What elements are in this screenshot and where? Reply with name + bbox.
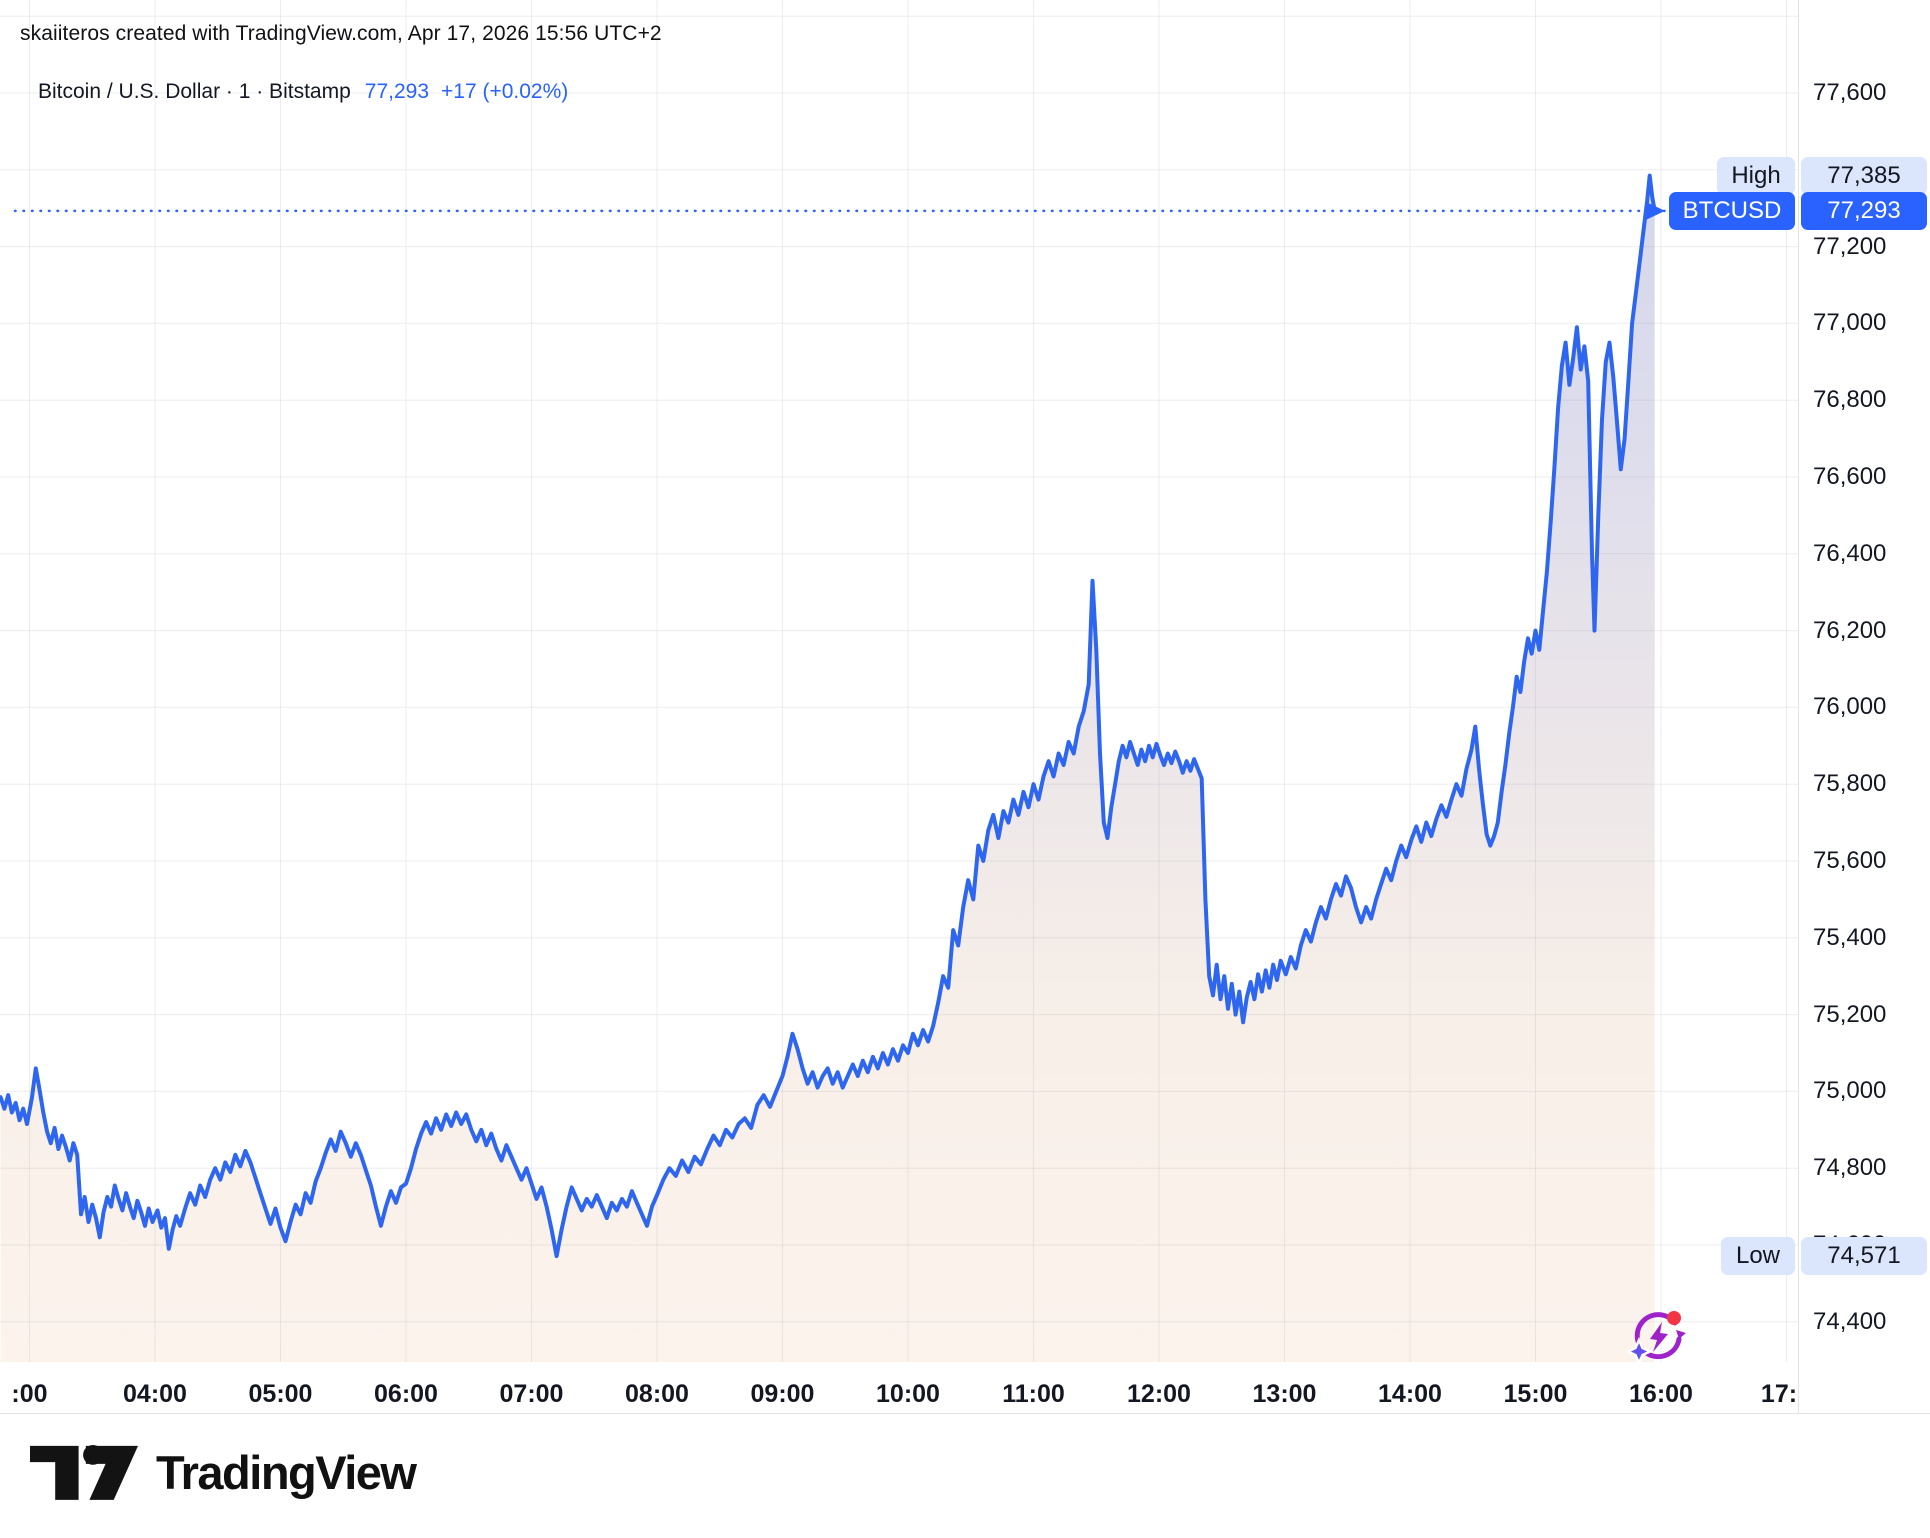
time-axis-label: 15:00 bbox=[1503, 1380, 1568, 1408]
high-label-text: High bbox=[1731, 161, 1781, 189]
price-axis-label: 76,200 bbox=[1813, 616, 1887, 644]
sparkle-star-icon bbox=[1628, 1336, 1653, 1367]
price-axis-label: 75,600 bbox=[1813, 847, 1887, 874]
price-axis-border bbox=[1798, 0, 1799, 1413]
time-axis-label: 14:00 bbox=[1378, 1380, 1442, 1408]
price-axis-label: 75,000 bbox=[1813, 1077, 1887, 1105]
price-axis-label: 74,400 bbox=[1813, 1307, 1887, 1335]
time-axis-label: 06:00 bbox=[374, 1380, 438, 1408]
time-axis-label: 16:00 bbox=[1629, 1380, 1693, 1408]
time-axis-label: :00 bbox=[11, 1380, 48, 1408]
high-value-text: 77,385 bbox=[1827, 161, 1901, 189]
symbol-title: Bitcoin / U.S. Dollar · 1 · Bitstamp bbox=[38, 80, 351, 103]
high-badge-label: High bbox=[1717, 156, 1795, 195]
current-price-badge: 77,293 bbox=[1801, 191, 1927, 230]
tradingview-logo-text: TradingView bbox=[156, 1445, 417, 1499]
low-badge-value: 74,571 bbox=[1801, 1237, 1927, 1276]
current-price-arrow-icon bbox=[1646, 201, 1665, 220]
ai-refresh-icon[interactable] bbox=[1628, 1306, 1690, 1368]
price-axis-label: 75,800 bbox=[1813, 770, 1887, 798]
price-axis-label: 75,400 bbox=[1813, 923, 1887, 951]
price-axis-label: 77,200 bbox=[1813, 232, 1887, 260]
grid-lines bbox=[0, 0, 1798, 1362]
time-axis-label: 17: bbox=[1760, 1380, 1798, 1408]
time-axis-label: 10:00 bbox=[876, 1380, 940, 1408]
refresh-arrowhead-icon bbox=[1676, 1330, 1686, 1339]
low-label-text: Low bbox=[1735, 1242, 1781, 1270]
price-line bbox=[0, 173, 1657, 1259]
price-axis-label: 76,600 bbox=[1813, 463, 1887, 490]
attribution-text: skaiiteros created with TradingView.com,… bbox=[20, 22, 662, 45]
price-axis-label: 77,000 bbox=[1813, 309, 1887, 337]
notification-dot-icon bbox=[1667, 1311, 1681, 1325]
tradingview-logo[interactable]: TradingView bbox=[30, 1444, 417, 1500]
low-badge-label: Low bbox=[1721, 1237, 1795, 1276]
price-axis-label: 77,600 bbox=[1813, 79, 1887, 106]
time-axis-label: 08:00 bbox=[625, 1380, 689, 1408]
price-axis-label: 76,800 bbox=[1813, 386, 1887, 414]
time-axis-label: 05:00 bbox=[248, 1380, 313, 1408]
time-axis-label: 11:00 bbox=[1002, 1380, 1065, 1408]
time-axis[interactable]: :00 04:00 05:00 06:00 07:00 08:00 09:00 10:00 11… bbox=[0, 1378, 1930, 1410]
lightning-bolt-icon bbox=[1650, 1322, 1668, 1352]
price-axis-label: 74,800 bbox=[1813, 1154, 1887, 1182]
time-axis-label: 07:00 bbox=[499, 1380, 564, 1408]
time-axis-label: 09:00 bbox=[750, 1380, 815, 1408]
symbol-legend: Bitcoin / U.S. Dollar · 1 · Bitstamp 77,… bbox=[38, 80, 568, 104]
symbol-badge-text: BTCUSD bbox=[1682, 196, 1782, 224]
price-axis-label: 76,000 bbox=[1813, 693, 1887, 721]
time-axis-label: 12:00 bbox=[1127, 1380, 1191, 1408]
current-price-text: 77,293 bbox=[1827, 196, 1901, 224]
tradingview-logo-icon bbox=[30, 1445, 138, 1500]
legend-last-price: 77,293 bbox=[364, 80, 429, 103]
time-axis-border bbox=[0, 1413, 1930, 1414]
area-fill bbox=[0, 175, 1655, 1363]
time-axis-label: 13:00 bbox=[1252, 1380, 1317, 1408]
low-value-text: 74,571 bbox=[1827, 1242, 1901, 1270]
legend-change: +17 (+0.02%) bbox=[441, 80, 569, 103]
time-axis-label: 04:00 bbox=[123, 1380, 187, 1408]
high-badge-value: 77,385 bbox=[1801, 156, 1927, 195]
price-axis-label: 75,200 bbox=[1813, 1000, 1887, 1028]
price-axis-label: 76,400 bbox=[1813, 539, 1887, 567]
symbol-badge-label: BTCUSD bbox=[1669, 191, 1795, 230]
